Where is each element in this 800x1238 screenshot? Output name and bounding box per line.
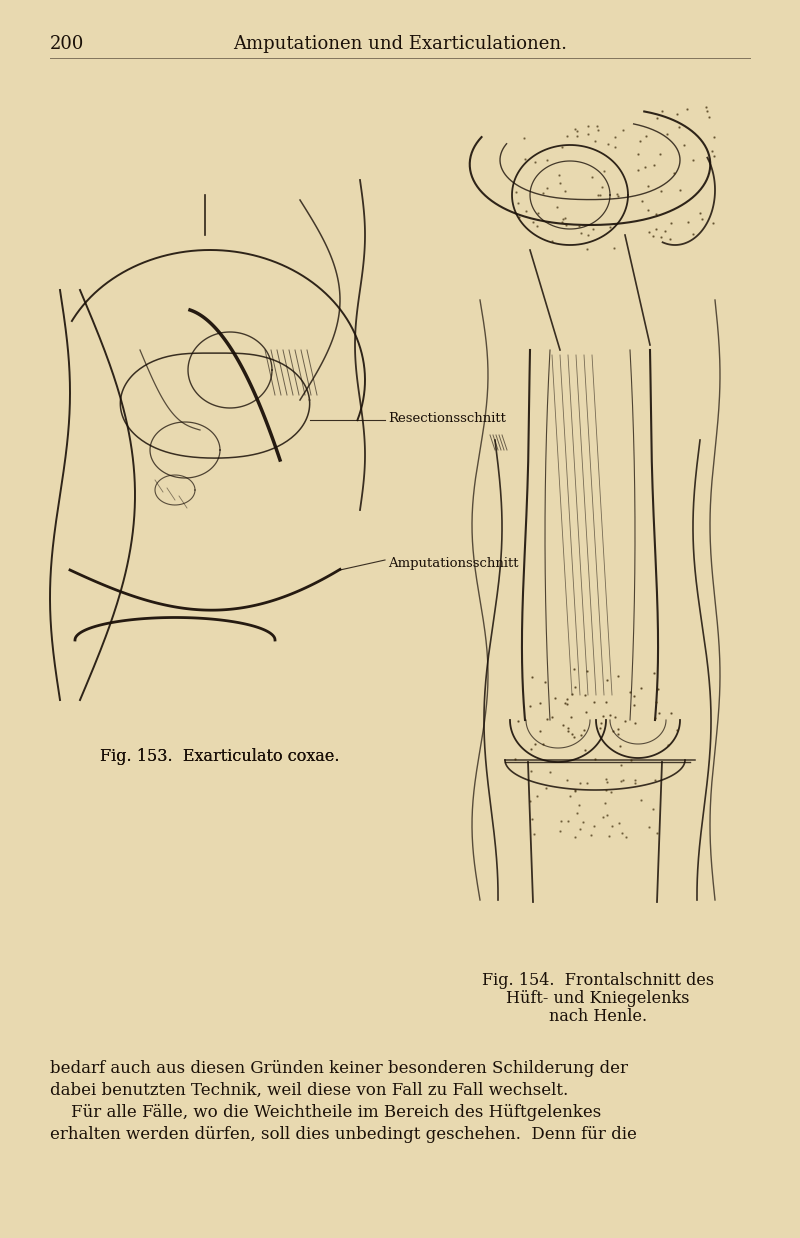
Text: Amputationen und Exarticulationen.: Amputationen und Exarticulationen. bbox=[233, 35, 567, 53]
Text: 200: 200 bbox=[50, 35, 84, 53]
Text: nach Henle.: nach Henle. bbox=[549, 1008, 647, 1025]
Text: Für alle Fälle, wo die Weichtheile im Bereich des Hüftgelenkes: Für alle Fälle, wo die Weichtheile im Be… bbox=[50, 1104, 602, 1120]
Text: erhalten werden dürfen, soll dies unbedingt geschehen.  Denn für die: erhalten werden dürfen, soll dies unbedi… bbox=[50, 1127, 637, 1143]
Text: Amputationsschnitt: Amputationsschnitt bbox=[388, 557, 518, 569]
Text: Fig. 153.  Exarticulato coxae.: Fig. 153. Exarticulato coxae. bbox=[100, 748, 339, 765]
Text: Resectionsschnitt: Resectionsschnitt bbox=[388, 411, 506, 425]
Text: bedarf auch aus diesen Gründen keiner besonderen Schilderung der: bedarf auch aus diesen Gründen keiner be… bbox=[50, 1060, 628, 1077]
Text: dabei benutzten Technik, weil diese von Fall zu Fall wechselt.: dabei benutzten Technik, weil diese von … bbox=[50, 1082, 568, 1099]
Text: Fig. 153.  Exarticulato coxae.: Fig. 153. Exarticulato coxae. bbox=[100, 748, 339, 765]
Text: Hüft- und Kniegelenks: Hüft- und Kniegelenks bbox=[506, 990, 690, 1006]
Text: Fig. 154.  Frontalschnitt des: Fig. 154. Frontalschnitt des bbox=[482, 972, 714, 989]
